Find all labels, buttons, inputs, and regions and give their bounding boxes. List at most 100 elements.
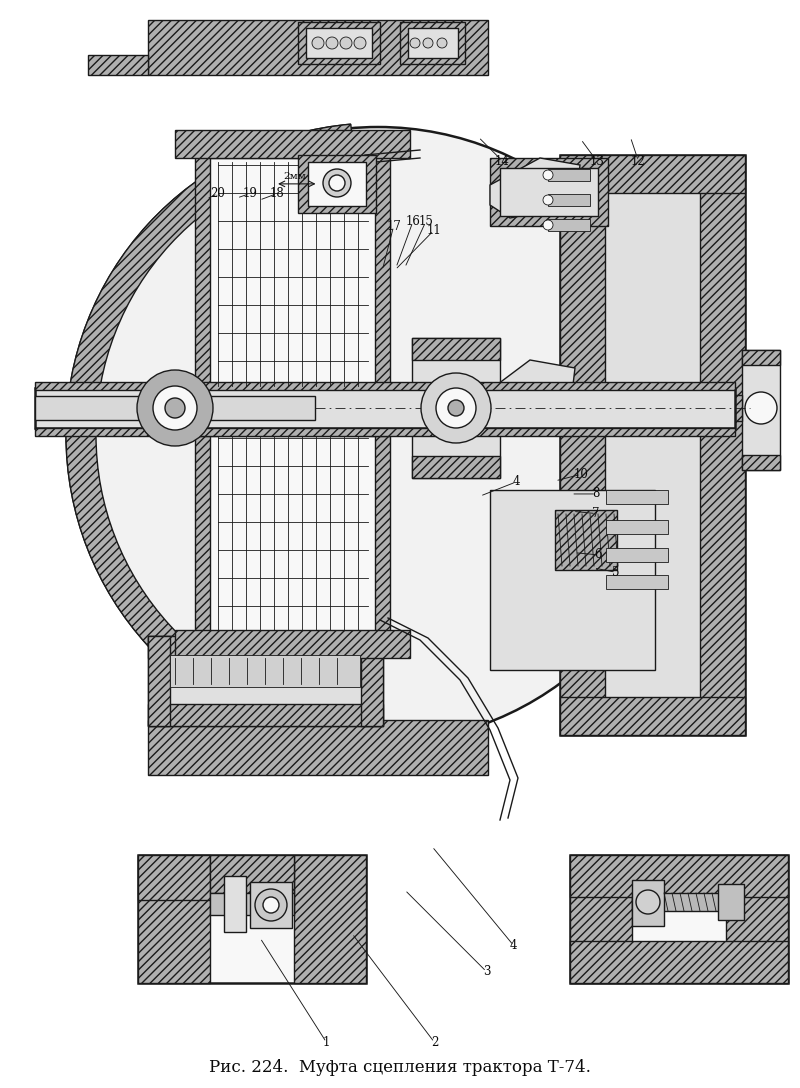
Text: Рис. 224.  Муфта сцепления трактора Т-74.: Рис. 224. Муфта сцепления трактора Т-74.: [209, 1060, 591, 1076]
Bar: [700, 154, 745, 735]
Text: 17: 17: [386, 220, 401, 233]
Bar: [490, 490, 655, 670]
Bar: [224, 876, 246, 932]
Bar: [606, 548, 668, 562]
Bar: [298, 154, 376, 213]
Bar: [560, 154, 745, 193]
Text: 8: 8: [592, 487, 600, 500]
Text: 19: 19: [242, 187, 257, 200]
Bar: [294, 855, 366, 982]
Bar: [35, 382, 735, 390]
Text: 5: 5: [612, 566, 620, 579]
Bar: [210, 893, 294, 915]
Bar: [138, 855, 366, 982]
Circle shape: [410, 38, 420, 48]
Circle shape: [437, 38, 447, 48]
Bar: [548, 169, 590, 181]
Bar: [195, 145, 390, 390]
Bar: [138, 855, 210, 982]
Circle shape: [745, 392, 777, 424]
Bar: [412, 456, 500, 478]
Circle shape: [543, 195, 553, 205]
Circle shape: [421, 373, 491, 443]
Text: 10: 10: [574, 468, 588, 481]
Circle shape: [543, 220, 553, 230]
Bar: [88, 55, 148, 75]
Circle shape: [153, 386, 197, 430]
Text: 12: 12: [631, 154, 646, 168]
Bar: [700, 395, 742, 421]
Circle shape: [137, 370, 213, 446]
Bar: [148, 720, 488, 775]
Bar: [560, 154, 745, 735]
Bar: [500, 168, 598, 217]
Text: 1: 1: [322, 1036, 330, 1049]
Circle shape: [423, 38, 433, 48]
Bar: [195, 436, 390, 646]
Bar: [742, 350, 780, 364]
Bar: [148, 636, 170, 726]
Bar: [35, 428, 735, 436]
Bar: [560, 154, 605, 735]
Text: 15: 15: [418, 215, 433, 228]
Bar: [570, 855, 632, 982]
Circle shape: [340, 37, 352, 49]
Bar: [306, 28, 372, 58]
Text: 14: 14: [495, 154, 510, 168]
Bar: [742, 455, 780, 470]
Bar: [560, 697, 745, 735]
Bar: [35, 396, 315, 420]
Text: 3: 3: [482, 965, 490, 978]
Bar: [718, 883, 744, 920]
Text: 16: 16: [406, 215, 420, 228]
Bar: [148, 704, 383, 726]
Text: 2мм: 2мм: [283, 172, 306, 182]
Circle shape: [263, 897, 279, 913]
Bar: [210, 158, 375, 390]
Text: 7: 7: [592, 507, 600, 520]
Bar: [35, 388, 735, 428]
Polygon shape: [490, 158, 580, 218]
Circle shape: [165, 398, 185, 418]
Bar: [606, 490, 668, 504]
Bar: [148, 636, 383, 726]
Circle shape: [323, 169, 351, 197]
Bar: [726, 855, 788, 982]
Bar: [548, 219, 590, 231]
Bar: [170, 655, 360, 687]
Bar: [175, 129, 410, 158]
Circle shape: [329, 175, 345, 191]
Bar: [210, 855, 294, 893]
Bar: [570, 855, 788, 982]
Bar: [555, 510, 617, 570]
Polygon shape: [490, 360, 575, 425]
Bar: [175, 630, 410, 658]
Bar: [298, 22, 380, 64]
Circle shape: [312, 37, 324, 49]
Circle shape: [70, 127, 686, 743]
Text: 20: 20: [210, 187, 225, 200]
Bar: [548, 194, 590, 206]
Wedge shape: [66, 124, 354, 745]
Circle shape: [448, 400, 464, 416]
Bar: [210, 436, 375, 632]
Bar: [606, 574, 668, 589]
Bar: [570, 855, 788, 897]
Bar: [412, 338, 500, 360]
Bar: [400, 22, 465, 64]
Bar: [408, 28, 458, 58]
Bar: [148, 20, 488, 75]
Text: 2: 2: [430, 1036, 438, 1049]
Bar: [138, 855, 210, 900]
Bar: [632, 880, 664, 926]
Text: 6: 6: [594, 548, 602, 561]
Bar: [148, 636, 383, 658]
Bar: [250, 882, 292, 928]
Bar: [570, 941, 788, 982]
Bar: [606, 520, 668, 534]
Circle shape: [436, 388, 476, 428]
Text: 13: 13: [590, 154, 604, 168]
Circle shape: [636, 890, 660, 914]
Text: 11: 11: [426, 224, 441, 237]
Circle shape: [326, 37, 338, 49]
